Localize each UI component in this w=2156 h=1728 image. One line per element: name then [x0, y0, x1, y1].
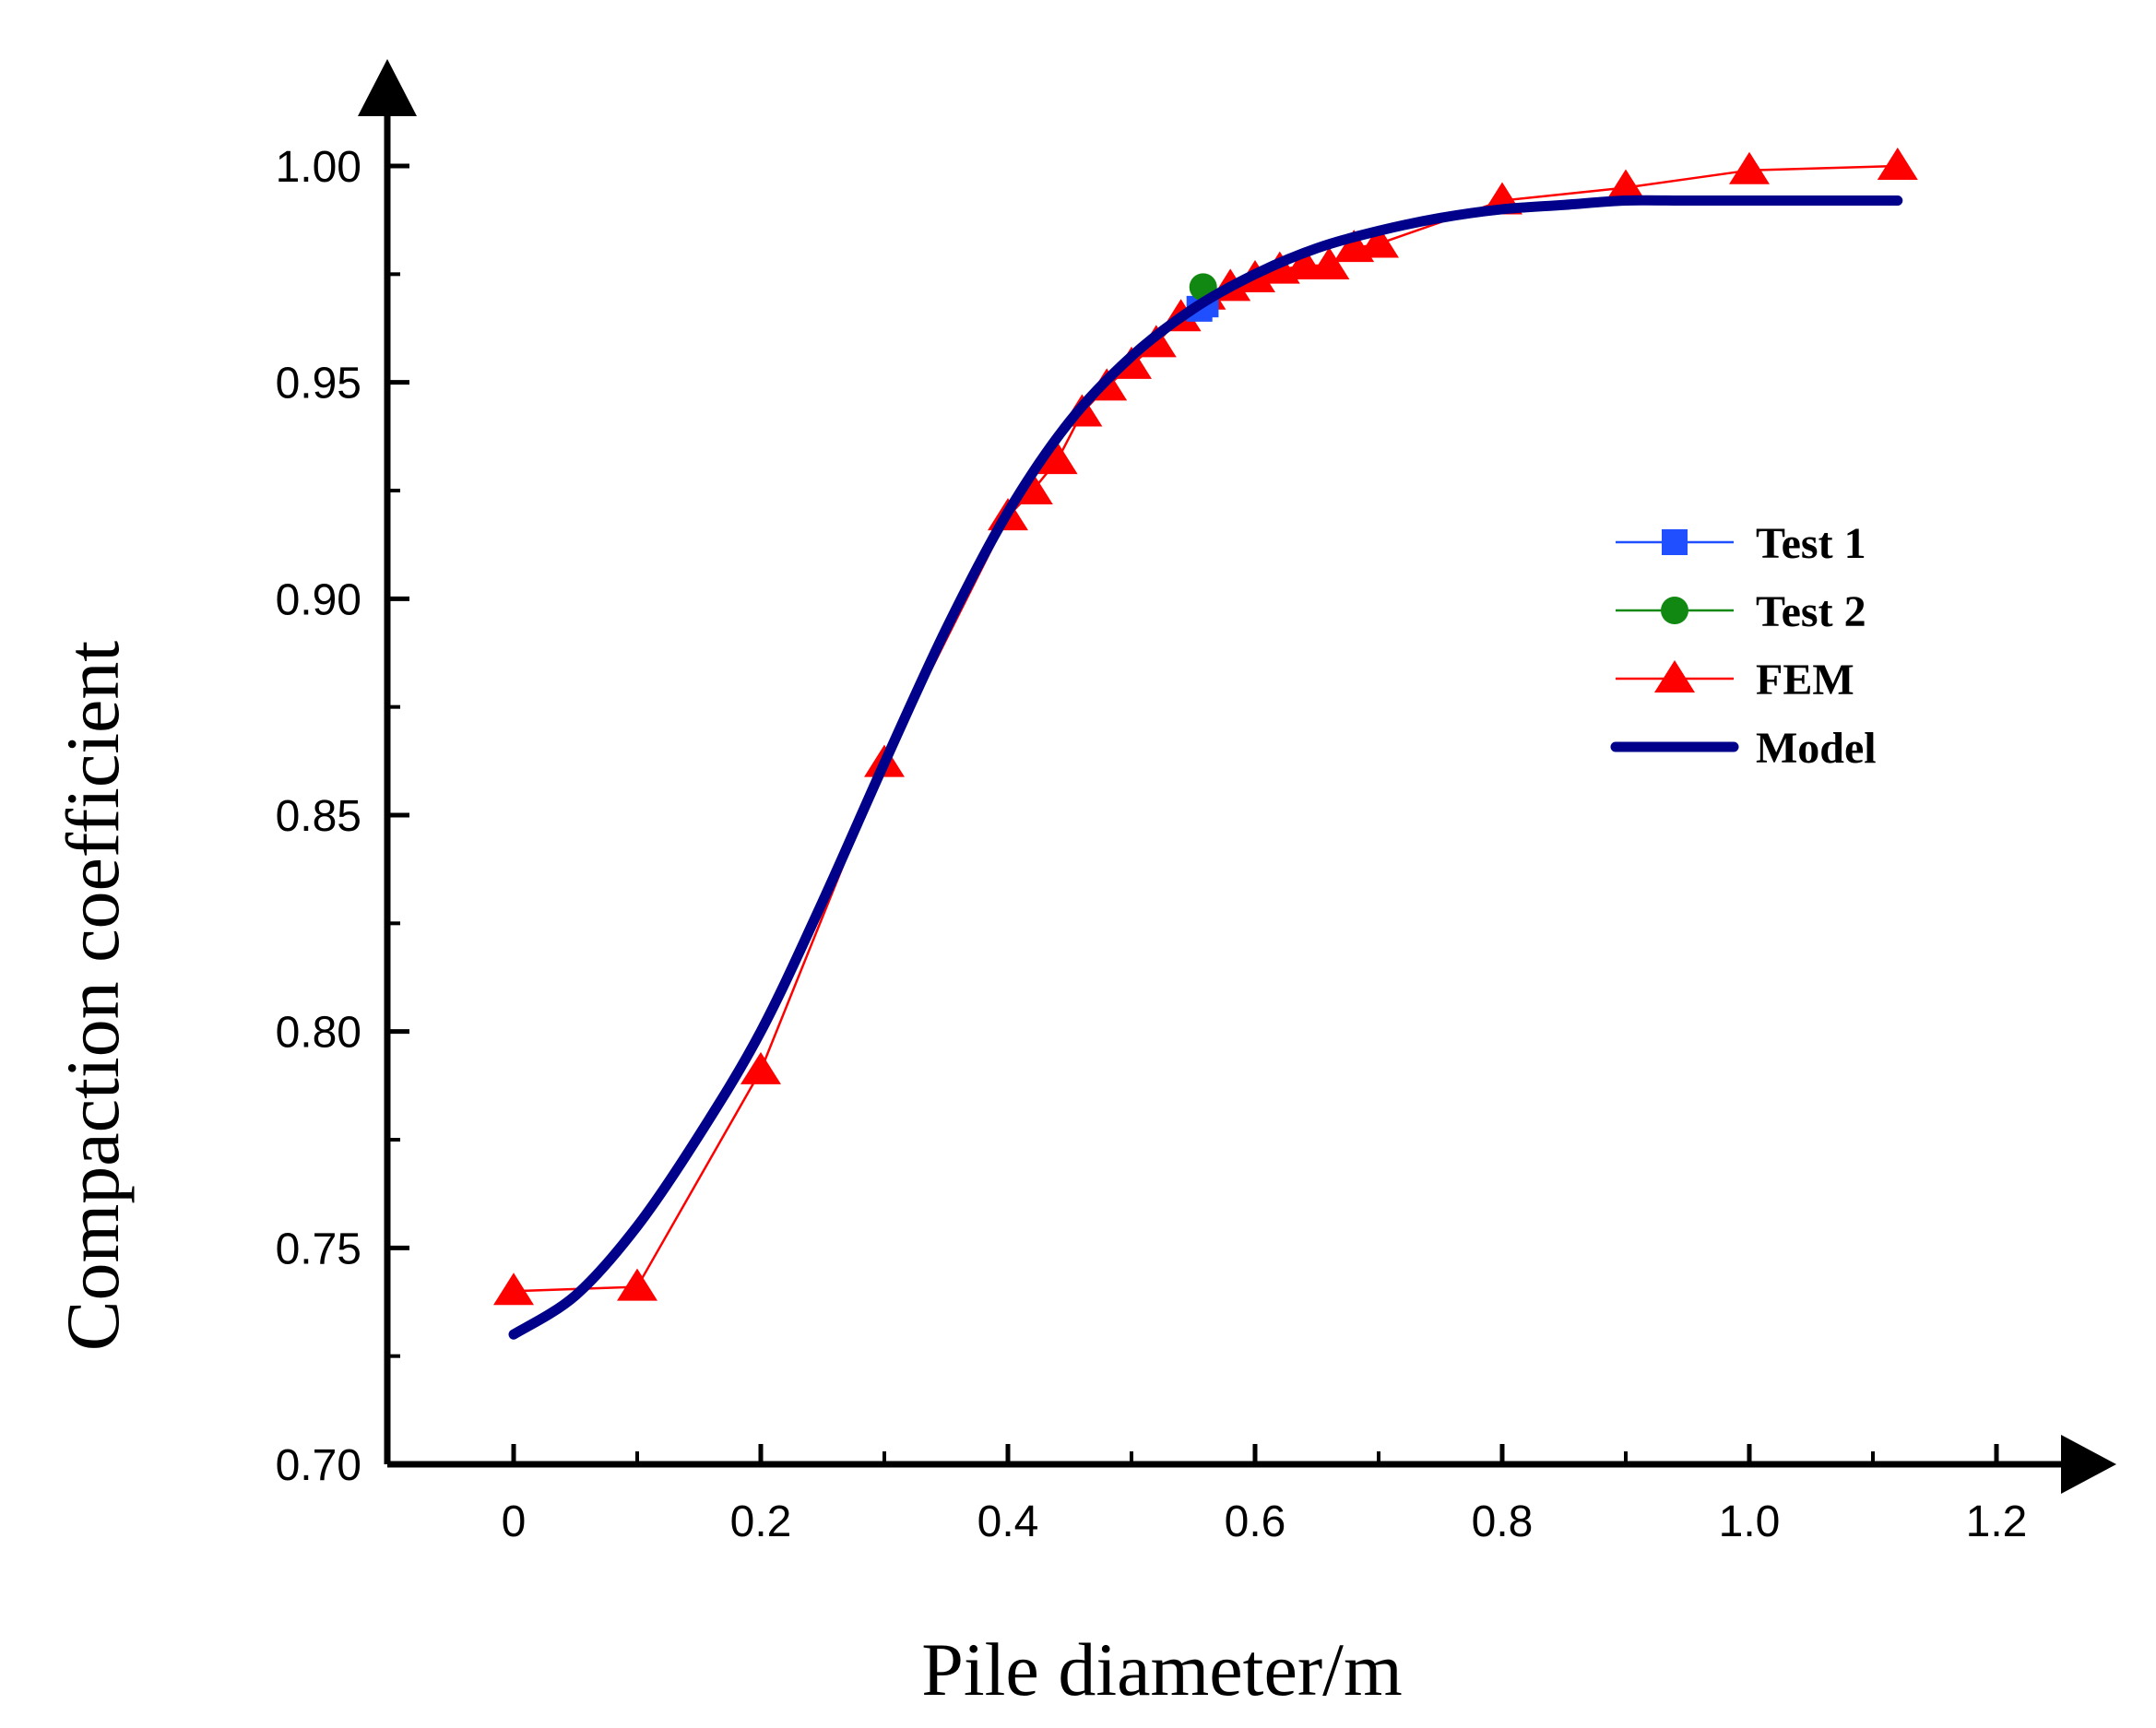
y-tick-label: 0.70: [276, 1441, 361, 1490]
y-tick-label: 0.75: [276, 1225, 361, 1273]
legend-label-test-1: Test 1: [1756, 519, 1866, 568]
x-tick-label: 1.2: [1966, 1497, 2028, 1546]
legend-label-fem: FEM: [1756, 656, 1854, 704]
data-point-fem: [1358, 225, 1399, 258]
x-tick-label: 0.6: [1225, 1497, 1286, 1546]
legend-item-test-2: Test 2: [1616, 587, 1866, 636]
y-tick-label: 0.80: [276, 1009, 361, 1058]
legend-label-model: Model: [1756, 724, 1877, 773]
legend-marker-test-2: [1661, 597, 1688, 624]
legend-label-test-2: Test 2: [1756, 587, 1866, 636]
legend-marker-fem: [1654, 660, 1695, 692]
data-point-fem: [1309, 246, 1350, 279]
data-point-fem: [1877, 148, 1918, 180]
x-tick-label: 0.2: [730, 1497, 792, 1546]
data-point-fem: [1605, 169, 1646, 202]
legend-item-fem: FEM: [1616, 656, 1854, 704]
x-axis-arrow: [2061, 1435, 2116, 1494]
legend-item-model: Model: [1610, 724, 1877, 773]
x-axis-title: Pile diameter/m: [921, 1627, 1402, 1711]
data-point-fem: [493, 1272, 534, 1306]
y-tick-label: 1.00: [276, 143, 361, 192]
y-axis-title: Compaction coefficient: [51, 641, 135, 1352]
y-tick-label: 0.95: [276, 360, 361, 408]
legend: Test 1 Test 2 FEM Model: [1610, 519, 1877, 773]
y-tick-label: 0.90: [276, 575, 361, 624]
ticks: 0 0.2 0.4 0.6 0.8 1.0 1.2 0.70 0.75 0.80 0.85 0.90 0…: [276, 143, 2028, 1546]
axes: [358, 59, 2116, 1494]
y-axis-arrow: [358, 59, 417, 116]
x-tick-label: 0.4: [977, 1497, 1039, 1546]
series-model: [508, 195, 1903, 1340]
data-point-fem: [1729, 151, 1770, 184]
data-point-fem: [740, 1051, 781, 1084]
data-point-fem: [1037, 442, 1078, 475]
x-tick-label: 0: [502, 1497, 527, 1546]
series-line-model: [508, 195, 1903, 1340]
y-tick-label: 0.85: [276, 792, 361, 841]
series-line-fem: [513, 164, 1898, 1293]
series-layer: [493, 148, 1918, 1340]
legend-item-test-1: Test 1: [1616, 519, 1866, 568]
x-tick-label: 0.8: [1472, 1497, 1534, 1546]
x-tick-label: 1.0: [1719, 1497, 1781, 1546]
data-point-fem: [617, 1268, 657, 1301]
legend-marker-test-1: [1662, 529, 1688, 555]
